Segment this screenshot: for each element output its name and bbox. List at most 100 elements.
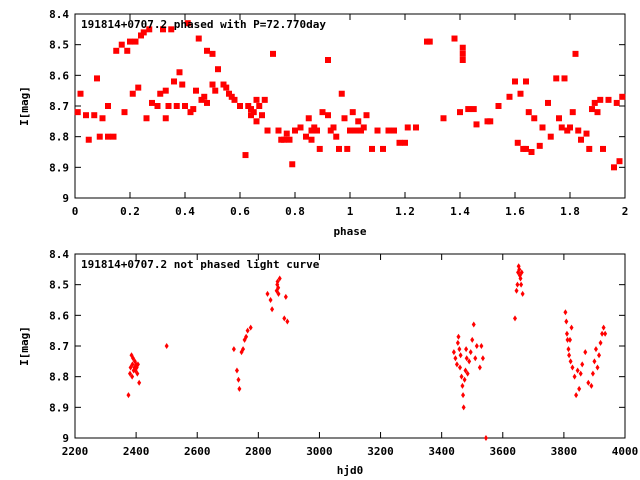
data-point xyxy=(473,355,478,362)
unphased-x-tick-label: 3400 xyxy=(428,445,455,458)
data-point xyxy=(566,346,571,353)
data-point xyxy=(236,376,241,383)
data-point xyxy=(374,127,381,134)
data-point xyxy=(459,44,466,51)
unphased-chart-title: 191814+0707.2 not phased light curve xyxy=(81,258,320,271)
data-point xyxy=(569,109,576,116)
unphased-x-tick-label: 3800 xyxy=(551,445,578,458)
data-point xyxy=(586,379,591,386)
data-point xyxy=(600,330,605,337)
data-point xyxy=(547,133,554,140)
data-point xyxy=(303,133,309,140)
data-point xyxy=(226,90,232,97)
data-point xyxy=(457,109,463,116)
phased-light-curve-panel: 0 0.2 0.4 0.6 0.8 1 1.2 1.4 1.6 1.8 2 8.4 8.5 8.6 8.7… xyxy=(18,8,628,238)
unphased-x-tick-label: 3600 xyxy=(490,445,517,458)
data-point xyxy=(277,275,282,282)
data-point xyxy=(281,136,287,143)
data-point xyxy=(611,164,617,171)
data-point xyxy=(519,281,524,288)
data-point xyxy=(220,81,227,88)
data-point xyxy=(349,109,356,116)
data-point xyxy=(164,343,169,349)
data-point xyxy=(248,112,254,119)
data-point xyxy=(319,109,326,116)
data-point xyxy=(325,57,331,63)
data-point xyxy=(137,379,142,386)
data-point xyxy=(124,47,131,54)
data-point xyxy=(99,115,106,122)
phased-y-axis: 8.4 8.5 8.6 8.7 8.8 8.9 9 xyxy=(49,8,625,205)
data-point xyxy=(474,343,479,349)
data-point xyxy=(396,139,403,146)
data-point xyxy=(245,103,252,109)
data-point xyxy=(404,124,411,131)
data-point xyxy=(471,321,476,328)
data-point xyxy=(457,346,462,353)
data-point xyxy=(305,115,312,122)
data-point xyxy=(563,309,568,316)
data-point xyxy=(539,124,546,131)
data-point xyxy=(212,87,219,94)
data-point xyxy=(160,26,166,33)
data-point xyxy=(105,103,111,109)
data-point xyxy=(601,324,606,331)
data-point xyxy=(426,38,433,45)
data-point xyxy=(338,90,345,97)
data-point xyxy=(198,96,205,103)
data-point xyxy=(467,358,472,365)
data-point xyxy=(292,127,298,134)
data-point xyxy=(190,106,197,113)
data-point xyxy=(157,90,164,97)
data-point xyxy=(545,99,551,106)
data-point xyxy=(567,352,572,359)
phased-y-tick-label: 9 xyxy=(62,192,69,205)
data-point xyxy=(184,20,191,27)
data-point xyxy=(515,281,520,288)
data-point xyxy=(583,130,590,137)
data-point xyxy=(140,29,147,36)
data-point xyxy=(355,118,362,125)
data-point xyxy=(565,336,570,343)
data-point xyxy=(459,373,464,380)
unphased-data-points xyxy=(126,263,608,441)
data-point xyxy=(173,103,180,109)
data-point xyxy=(391,127,397,134)
data-point xyxy=(265,290,270,297)
data-point xyxy=(242,152,249,159)
data-point xyxy=(514,287,519,294)
data-point xyxy=(465,370,470,377)
data-point xyxy=(223,84,230,91)
data-point xyxy=(593,346,598,353)
unphased-x-tick-label: 2600 xyxy=(184,445,211,458)
data-point xyxy=(248,324,253,331)
unphased-y-tick-label: 8.4 xyxy=(49,248,69,261)
data-point xyxy=(556,115,562,122)
data-point xyxy=(204,99,210,106)
data-point xyxy=(231,96,238,103)
phased-y-tick-label: 8.6 xyxy=(49,69,69,82)
data-point xyxy=(162,87,169,94)
data-point xyxy=(83,112,89,119)
data-point xyxy=(575,127,582,134)
data-point xyxy=(311,124,318,131)
phased-x-tick-label: 2 xyxy=(622,205,629,218)
phased-x-axis: 0 0.2 0.4 0.6 0.8 1 1.2 1.4 1.6 1.8 2 xyxy=(72,14,629,218)
data-point xyxy=(314,127,320,134)
data-point xyxy=(171,78,177,85)
data-point xyxy=(574,392,579,399)
data-point xyxy=(470,336,475,343)
phased-x-tick-label: 0.4 xyxy=(175,205,195,218)
data-point xyxy=(248,106,254,113)
phased-x-tick-label: 1.2 xyxy=(395,205,415,218)
data-point xyxy=(128,370,132,377)
data-point xyxy=(575,367,580,374)
data-point xyxy=(597,352,602,359)
data-point xyxy=(528,149,535,155)
data-point xyxy=(369,145,375,152)
data-point xyxy=(616,158,623,165)
data-point xyxy=(165,103,172,109)
data-point xyxy=(519,269,524,276)
data-point xyxy=(591,99,598,106)
